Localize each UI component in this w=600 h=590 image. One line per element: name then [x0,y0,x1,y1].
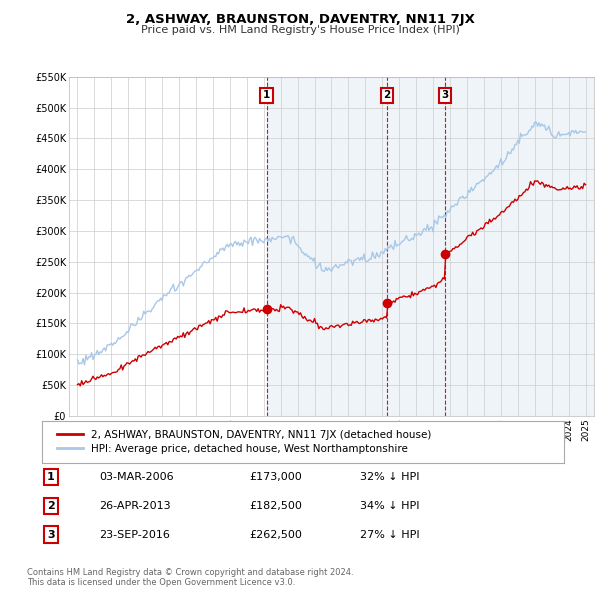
Text: 23-SEP-2016: 23-SEP-2016 [99,530,170,539]
Bar [266,77,594,416]
Text: 26-APR-2013: 26-APR-2013 [99,501,170,510]
Text: 2: 2 [383,90,391,100]
Text: 3: 3 [442,90,449,100]
Text: £262,500: £262,500 [249,530,302,539]
Text: 1: 1 [47,472,55,481]
Text: Contains HM Land Registry data © Crown copyright and database right 2024.
This d: Contains HM Land Registry data © Crown c… [27,568,353,587]
Text: 32% ↓ HPI: 32% ↓ HPI [360,472,419,481]
Legend: 2, ASHWAY, BRAUNSTON, DAVENTRY, NN11 7JX (detached house), HPI: Average price, d: 2, ASHWAY, BRAUNSTON, DAVENTRY, NN11 7JX… [52,425,436,458]
Text: 2: 2 [47,501,55,510]
Text: £173,000: £173,000 [249,472,302,481]
Text: 1: 1 [263,90,270,100]
Text: £182,500: £182,500 [249,501,302,510]
Text: 3: 3 [47,530,55,539]
Text: 2, ASHWAY, BRAUNSTON, DAVENTRY, NN11 7JX: 2, ASHWAY, BRAUNSTON, DAVENTRY, NN11 7JX [125,13,475,26]
Text: 34% ↓ HPI: 34% ↓ HPI [360,501,419,510]
Text: 27% ↓ HPI: 27% ↓ HPI [360,530,419,539]
Text: Price paid vs. HM Land Registry's House Price Index (HPI): Price paid vs. HM Land Registry's House … [140,25,460,35]
Text: 03-MAR-2006: 03-MAR-2006 [99,472,173,481]
